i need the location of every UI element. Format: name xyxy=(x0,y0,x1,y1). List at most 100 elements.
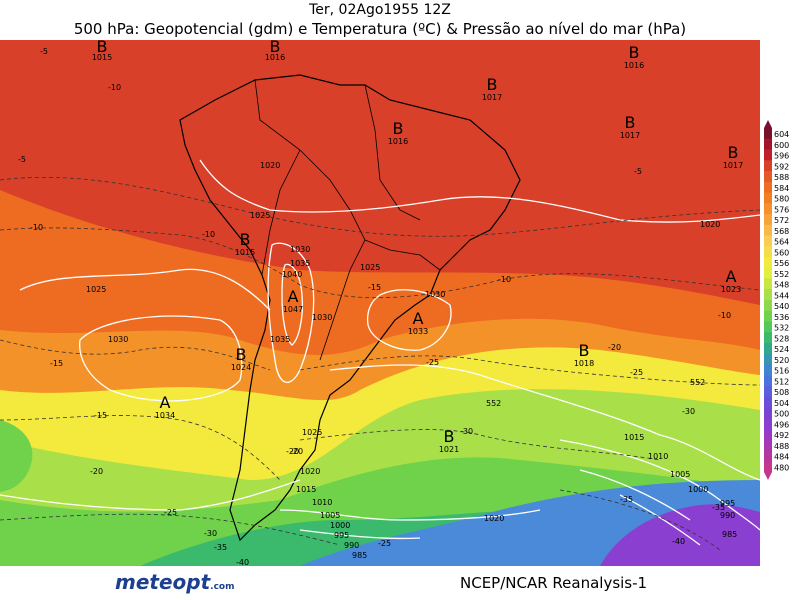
svg-text:B: B xyxy=(270,40,281,56)
temp-label: -30 xyxy=(682,407,695,416)
colorbar-swatch xyxy=(764,181,772,193)
temp-label: -5 xyxy=(40,47,48,56)
svg-text:B: B xyxy=(236,345,247,364)
colorbar-swatch xyxy=(764,214,772,226)
colorbar-level-label: 544 xyxy=(774,291,789,300)
svg-text:1015: 1015 xyxy=(92,53,112,62)
temp-label: -20 xyxy=(608,343,621,352)
temp-label: -15 xyxy=(50,359,63,368)
svg-text:B: B xyxy=(629,43,640,62)
colorbar-level-label: 492 xyxy=(774,431,789,440)
temp-label: -15 xyxy=(368,283,381,292)
temp-label: -25 xyxy=(630,368,643,377)
colorbar-swatch xyxy=(764,128,772,140)
isobar-label: 1025 xyxy=(250,211,270,220)
isobar-label: 1010 xyxy=(312,498,332,507)
colorbar-bottom-arrow xyxy=(764,472,772,480)
colorbar-level-label: 572 xyxy=(774,216,789,225)
isobar-label: 1035 xyxy=(270,335,290,344)
temp-label: -20 xyxy=(286,447,299,456)
isobar-label: 1040 xyxy=(282,270,302,279)
isobar-label: 1030 xyxy=(108,335,128,344)
colorbar-swatch xyxy=(764,407,772,419)
colorbar-level-label: 520 xyxy=(774,356,789,365)
colorbar-swatch xyxy=(764,461,772,473)
temp-label: -5 xyxy=(18,155,26,164)
colorbar-swatch xyxy=(764,364,772,376)
isobar-label: 995 xyxy=(720,499,735,508)
temp-label: -10 xyxy=(202,230,215,239)
colorbar-level-label: 604 xyxy=(774,130,789,139)
logo-text: meteopt xyxy=(115,570,211,594)
colorbar-swatch xyxy=(764,235,772,247)
colorbar-level-label: 536 xyxy=(774,313,789,322)
colorbar-swatch xyxy=(764,138,772,150)
colorbar-swatch xyxy=(764,429,772,441)
colorbar-swatch xyxy=(764,192,772,204)
colorbar-swatch xyxy=(764,160,772,172)
svg-text:A: A xyxy=(413,309,424,328)
svg-text:B: B xyxy=(579,341,590,360)
zone-green-west xyxy=(0,420,33,492)
svg-text:B: B xyxy=(97,40,108,56)
colorbar-swatch xyxy=(764,439,772,451)
temp-label: -10 xyxy=(718,311,731,320)
isobar-label: 1025 xyxy=(302,428,322,437)
colorbar-top-arrow xyxy=(764,120,772,128)
colorbar-swatch xyxy=(764,310,772,322)
svg-text:1024: 1024 xyxy=(231,363,251,372)
isobar-label: 1020 xyxy=(260,161,280,170)
isobar-label: 1025 xyxy=(360,263,380,272)
map-description-title: 500 hPa: Geopotencial (gdm) e Temperatur… xyxy=(73,20,687,38)
colorbar-level-label: 564 xyxy=(774,238,789,247)
isobar-label: 985 xyxy=(722,530,737,539)
colorbar-swatch xyxy=(764,203,772,215)
map-datetime-title: Ter, 02Ago1955 12Z xyxy=(309,2,451,18)
isobar-label: 990 xyxy=(344,541,359,550)
colorbar-swatch xyxy=(764,289,772,301)
colorbar-level-label: 540 xyxy=(774,302,789,311)
colorbar-level-label: 576 xyxy=(774,205,789,214)
svg-text:1016: 1016 xyxy=(265,53,285,62)
isobar-label: 1020 xyxy=(700,220,720,229)
svg-text:A: A xyxy=(288,287,299,306)
colorbar-level-label: 508 xyxy=(774,388,789,397)
svg-text:B: B xyxy=(393,119,404,138)
colorbar-level-label: 588 xyxy=(774,173,789,182)
isobar-label: 985 xyxy=(352,551,367,560)
colorbar-level-label: 560 xyxy=(774,248,789,257)
continent-outline xyxy=(179,74,521,542)
temp-label: -30 xyxy=(460,427,473,436)
svg-text:1047: 1047 xyxy=(283,305,303,314)
colorbar-level-label: 600 xyxy=(774,141,789,150)
isobar-label: 1000 xyxy=(330,521,350,530)
svg-text:1015: 1015 xyxy=(235,248,255,257)
temp-label: -25 xyxy=(378,539,391,548)
isobar-label: 1030 xyxy=(425,290,445,299)
colorbar-swatch xyxy=(764,149,772,161)
isobar-label: 1025 xyxy=(86,285,106,294)
geopotential-label: 552 xyxy=(486,399,501,408)
svg-text:B: B xyxy=(728,143,739,162)
colorbar-level-label: 552 xyxy=(774,270,789,279)
svg-text:1017: 1017 xyxy=(482,93,502,102)
colorbar-swatch xyxy=(764,332,772,344)
colorbar-level-label: 596 xyxy=(774,152,789,161)
colorbar-swatch xyxy=(764,396,772,408)
temp-label: -10 xyxy=(108,83,121,92)
data-source-credit: NCEP/NCAR Reanalysis-1 xyxy=(460,574,648,592)
svg-text:1016: 1016 xyxy=(388,137,408,146)
